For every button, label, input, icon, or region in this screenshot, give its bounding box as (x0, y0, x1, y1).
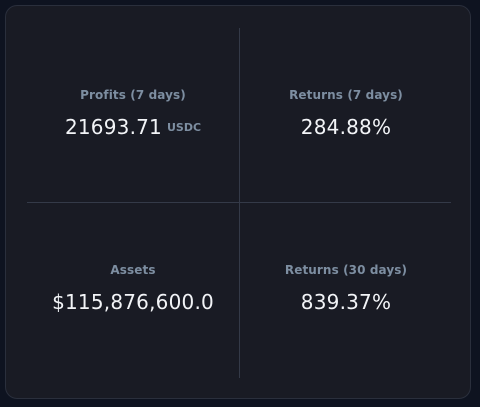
stat-value: $115,876,600.0 (52, 290, 214, 314)
stat-unit: USDC (166, 121, 202, 134)
stat-label: Returns (30 days) (284, 263, 408, 277)
stat-value-row: 21693.71 USDC (27, 115, 239, 139)
stat-value: 839.37% (300, 290, 392, 314)
stat-label: Assets (110, 263, 156, 277)
stat-value-row: $115,876,600.0 (27, 290, 239, 314)
horizontal-divider (27, 202, 451, 203)
stat-assets: Assets $115,876,600.0 (27, 263, 239, 314)
stat-value-row: 839.37% (240, 290, 452, 314)
stat-label: Returns (7 days) (289, 88, 403, 102)
stat-value: 21693.71 (64, 115, 162, 139)
stat-returns-30-days: Returns (30 days) 839.37% (240, 263, 452, 314)
stats-card: Profits (7 days) 21693.71 USDC Returns (7… (5, 5, 471, 399)
stat-profits-7-days: Profits (7 days) 21693.71 USDC (27, 88, 239, 139)
stat-value: 284.88% (300, 115, 392, 139)
stat-label: Profits (7 days) (80, 88, 186, 102)
vertical-divider (239, 28, 240, 378)
stat-value-row: 284.88% (240, 115, 452, 139)
stat-returns-7-days: Returns (7 days) 284.88% (240, 88, 452, 139)
